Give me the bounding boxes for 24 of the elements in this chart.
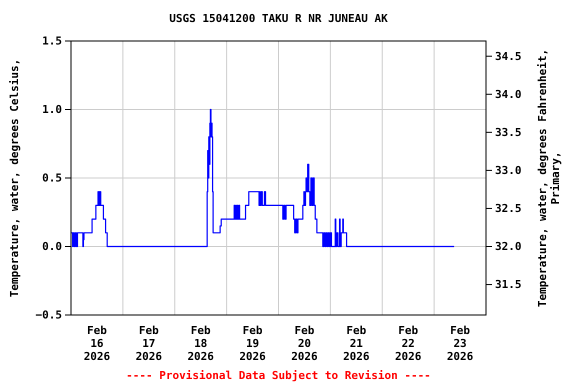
y2-tick-label: 34.5 — [495, 50, 522, 63]
y-tick-label: 0.0 — [42, 240, 62, 254]
x-tick-label: Feb 20 2026 — [291, 324, 318, 363]
y2-tick-label: 32.5 — [495, 202, 522, 215]
y2-tick-label: 33.0 — [495, 164, 522, 177]
y-tick-label: −0.5 — [36, 308, 62, 322]
x-tick-label: Feb 23 2026 — [446, 324, 474, 363]
x-tick-label: Feb 19 2026 — [239, 324, 266, 363]
x-tick-label: Feb 21 2026 — [343, 324, 370, 363]
y-tick-label: 1.0 — [42, 103, 62, 116]
y-axis-title: Temperature, water, degrees Celsius, — [8, 58, 21, 298]
x-tick-label: Feb 16 2026 — [84, 324, 111, 363]
y2-tick-label: 31.5 — [495, 278, 522, 292]
x-tick-label: Feb 18 2026 — [187, 324, 214, 363]
x-tick-label: Feb 17 2026 — [136, 324, 162, 363]
y-tick-label: 0.5 — [42, 172, 62, 185]
y-tick-label: 1.5 — [42, 34, 62, 48]
chart-title: USGS 15041200 TAKU R NR JUNEAU AK — [169, 12, 388, 25]
y2-tick-label: 32.0 — [495, 240, 522, 254]
y2-tick-label: 34.0 — [495, 88, 522, 101]
x-tick-label: Feb 22 2026 — [394, 324, 422, 363]
text: ---- Provisional Data Subject to Revision ---- — [126, 369, 431, 382]
y2-axis-title: Temperature, water, degrees Fahrenheit, Primary, — [536, 48, 562, 308]
y2-tick-label: 33.5 — [495, 126, 522, 139]
